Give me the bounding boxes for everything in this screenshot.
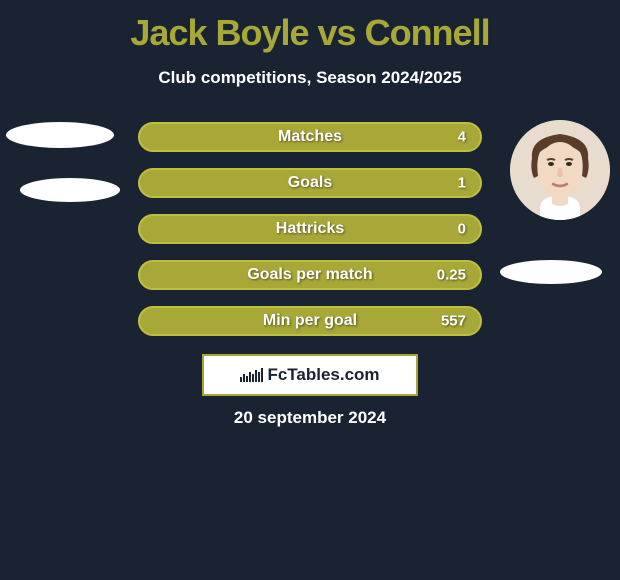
- stat-label: Goals: [288, 174, 332, 192]
- stat-bar-goals-per-match: Goals per match 0.25: [138, 260, 482, 290]
- chart-icon: [240, 368, 263, 382]
- stat-label: Min per goal: [263, 312, 357, 330]
- placeholder-ellipse: [500, 260, 602, 284]
- stat-bar-hattricks: Hattricks 0: [138, 214, 482, 244]
- stat-label: Matches: [278, 128, 342, 146]
- stat-value: 1: [458, 175, 466, 192]
- date-text: 20 september 2024: [0, 408, 620, 428]
- source-logo: FcTables.com: [202, 354, 418, 396]
- stat-value: 0.25: [437, 267, 466, 284]
- placeholder-ellipse: [20, 178, 120, 202]
- subtitle: Club competitions, Season 2024/2025: [0, 68, 620, 88]
- stat-bar-matches: Matches 4: [138, 122, 482, 152]
- placeholder-ellipse: [6, 122, 114, 148]
- stat-value: 4: [458, 129, 466, 146]
- stat-value: 0: [458, 221, 466, 238]
- stat-value: 557: [441, 313, 466, 330]
- stats-bars: Matches 4 Goals 1 Hattricks 0 Goals per …: [138, 122, 482, 352]
- stat-bar-min-per-goal: Min per goal 557: [138, 306, 482, 336]
- stat-label: Goals per match: [247, 266, 372, 284]
- stat-bar-goals: Goals 1: [138, 168, 482, 198]
- player-avatar-right: [510, 120, 610, 220]
- page-title: Jack Boyle vs Connell: [0, 0, 620, 54]
- stat-label: Hattricks: [276, 220, 344, 238]
- logo-text: FcTables.com: [267, 365, 379, 385]
